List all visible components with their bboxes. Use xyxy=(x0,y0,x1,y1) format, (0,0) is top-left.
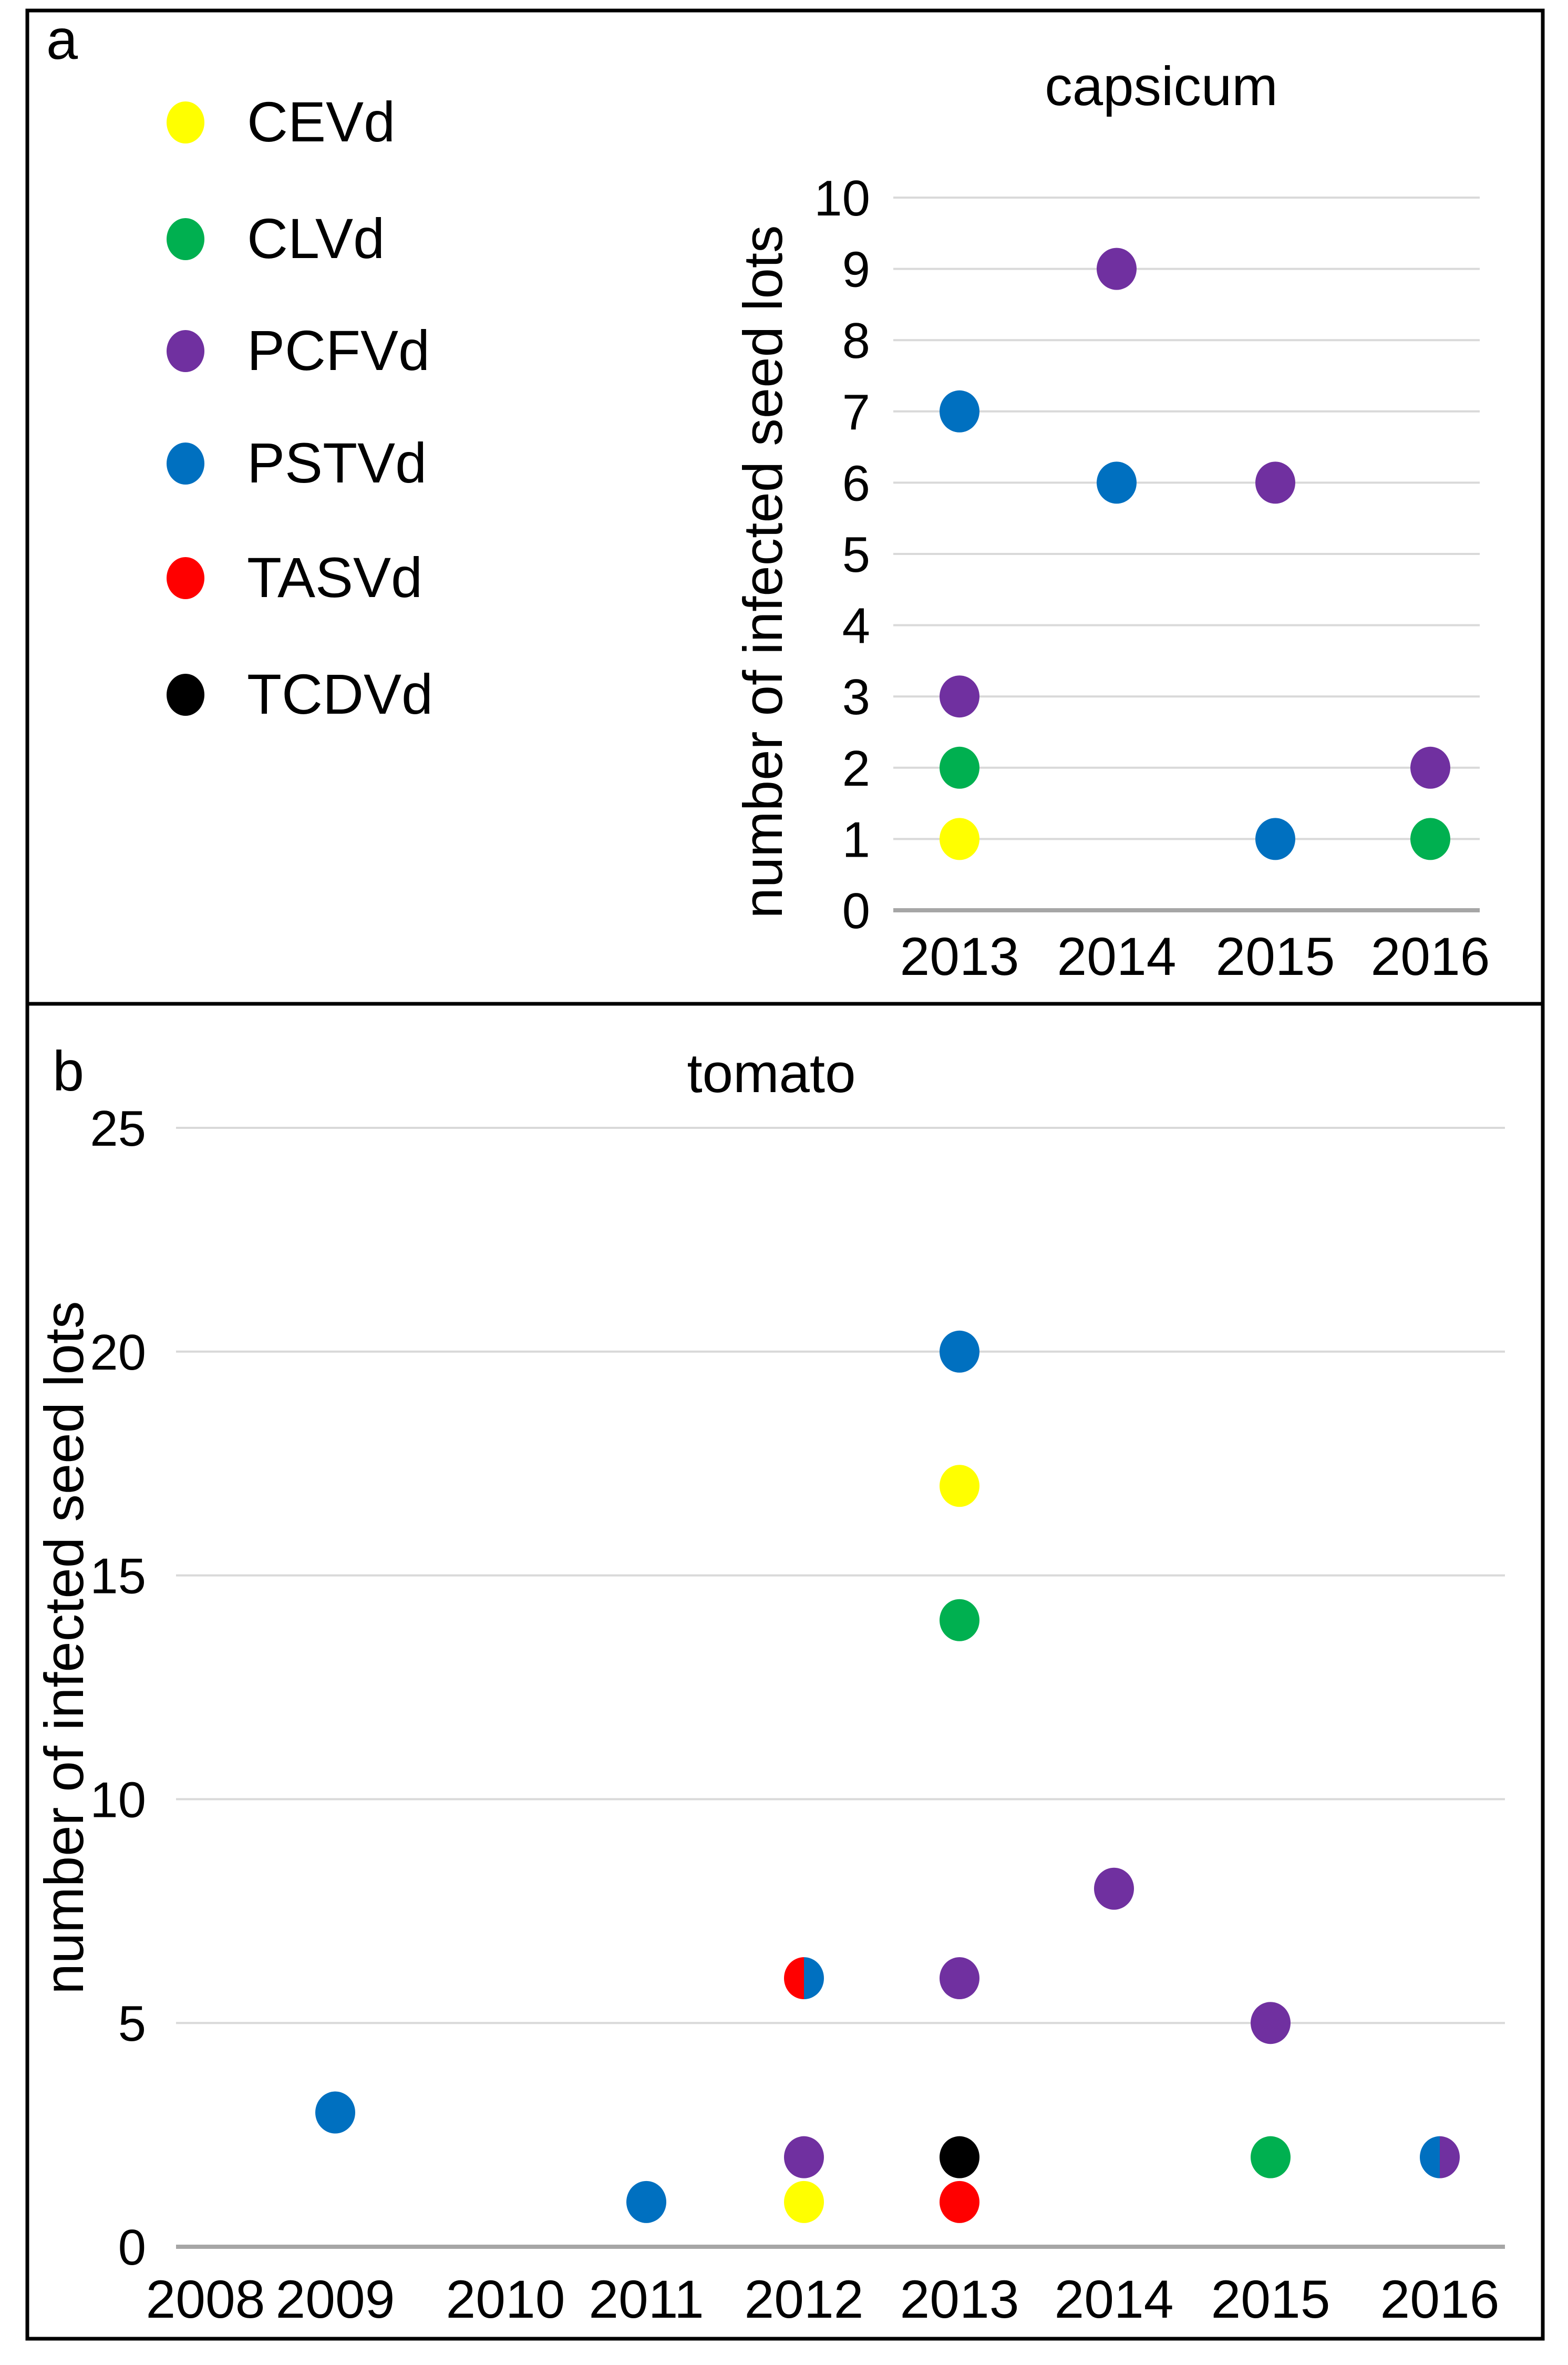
legend-label-pcfvd: PCFVd xyxy=(247,318,430,382)
chart-a-ylabel: number of infected seed lots xyxy=(733,225,794,918)
y-tick-label: 10 xyxy=(814,170,870,227)
x-tick-label: 2016 xyxy=(1371,927,1490,986)
chart-b-ylabel: number of infected seed lots xyxy=(34,1301,95,1994)
legend-marker-cevd xyxy=(167,101,204,143)
y-tick-label: 0 xyxy=(118,2219,146,2276)
data-point-pcfvd xyxy=(940,1957,979,2000)
data-point-pcfvd xyxy=(1251,2002,1291,2044)
y-tick-label: 5 xyxy=(842,527,870,583)
legend-marker-pstvd xyxy=(167,443,204,485)
legend-label-clvd: CLVd xyxy=(247,207,385,270)
y-tick-label: 2 xyxy=(842,741,870,797)
data-point-cevd xyxy=(940,818,979,860)
data-point-pstvd-pcfvd xyxy=(1419,2136,1460,2178)
legend-marker-pcfvd xyxy=(167,330,204,372)
tomato-chart: tomato number of infected seed lots 0 5 10… xyxy=(34,1043,1505,2329)
x-tick-label: 2011 xyxy=(589,2269,704,2329)
data-point-pcfvd xyxy=(1255,461,1295,504)
y-tick-label: 7 xyxy=(842,384,870,440)
data-point-tasvd-pstvd xyxy=(784,1957,824,2000)
y-tick-label: 0 xyxy=(842,883,870,939)
legend-label-tcdvd: TCDVd xyxy=(247,662,433,726)
data-point-cevd xyxy=(940,1465,979,1507)
x-tick-label: 2016 xyxy=(1380,2269,1500,2329)
data-point-clvd xyxy=(940,746,979,789)
legend-label-pstvd: PSTVd xyxy=(247,431,427,495)
x-tick-label: 2015 xyxy=(1211,2269,1330,2329)
legend: CEVd CLVd PCFVd PSTVd TASVd TCDVd xyxy=(167,90,433,726)
legend-marker-clvd xyxy=(167,218,204,260)
data-point-pstvd xyxy=(940,1330,979,1373)
data-point-pcfvd xyxy=(784,2136,824,2178)
data-point-pcfvd xyxy=(1094,1867,1134,1910)
x-tick-label: 2014 xyxy=(1055,2269,1174,2329)
y-tick-label: 10 xyxy=(90,1772,146,1828)
data-point-pstvd xyxy=(940,390,979,433)
legend-label-tasvd: TASVd xyxy=(247,546,422,609)
data-point-tcdvd xyxy=(940,2136,979,2178)
panel-a-label: a xyxy=(46,7,78,71)
x-tick-label: 2015 xyxy=(1216,927,1335,986)
y-tick-label: 20 xyxy=(90,1324,146,1381)
y-tick-label: 1 xyxy=(842,811,870,868)
x-tick-label: 2014 xyxy=(1057,927,1177,986)
legend-marker-tcdvd xyxy=(167,674,204,716)
y-tick-label: 3 xyxy=(842,669,870,725)
data-point-pstvd xyxy=(1255,818,1295,860)
panel-b-frame xyxy=(25,1002,1545,2341)
y-tick-label: 4 xyxy=(842,598,870,654)
capsicum-chart: capsicum number of infected seed lots 0 1… xyxy=(733,56,1490,986)
y-tick-label: 5 xyxy=(118,1996,146,2052)
legend-marker-tasvd xyxy=(167,557,204,599)
x-tick-label: 2012 xyxy=(745,2269,864,2329)
x-tick-label: 2010 xyxy=(446,2269,565,2329)
y-tick-label: 9 xyxy=(842,242,870,298)
data-point-pcfvd xyxy=(1097,248,1137,290)
data-point-clvd xyxy=(940,1599,979,1641)
data-point-pstvd xyxy=(626,2181,666,2223)
x-tick-label: 2013 xyxy=(900,2269,1019,2329)
legend-label-cevd: CEVd xyxy=(247,90,395,153)
chart-b-title: tomato xyxy=(687,1043,856,1104)
data-point-pstvd xyxy=(1097,461,1137,504)
y-tick-label: 25 xyxy=(90,1101,146,1157)
data-point-pstvd xyxy=(315,2091,355,2134)
y-tick-label: 15 xyxy=(90,1548,146,1605)
panel-b-label: b xyxy=(53,1039,84,1103)
x-tick-label: 2013 xyxy=(900,927,1019,986)
data-point-pcfvd xyxy=(1410,746,1450,789)
data-point-tasvd xyxy=(940,2181,979,2223)
x-tick-label: 2009 xyxy=(276,2269,395,2329)
y-tick-label: 8 xyxy=(842,313,870,369)
x-tick-label: 2008 xyxy=(146,2269,265,2329)
chart-a-title: capsicum xyxy=(1045,56,1277,117)
data-point-clvd xyxy=(1251,2136,1291,2178)
data-point-cevd xyxy=(784,2181,824,2223)
data-point-clvd xyxy=(1410,818,1450,860)
y-tick-label: 6 xyxy=(842,455,870,511)
data-point-pcfvd xyxy=(940,675,979,718)
